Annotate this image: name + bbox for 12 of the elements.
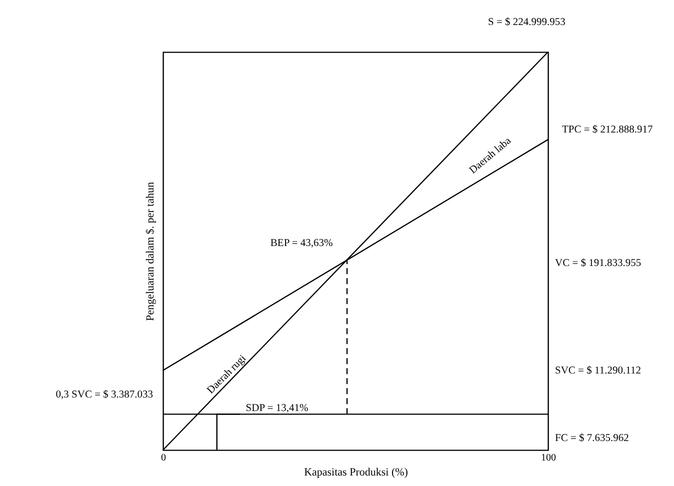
x-tick-label: 0 [161, 452, 166, 464]
text: TPC = $ 212.888.917 [562, 124, 653, 136]
text: S = $ 224.999.953 [488, 17, 566, 28]
text: VC = $ 191.833.955 [555, 258, 642, 269]
x-tick-label: 100 [541, 452, 556, 464]
y-axis-title: Pengeluaran dalam $. per tahun [144, 182, 156, 321]
text: 0,3 SVC = $ 3.387.033 [56, 389, 153, 400]
x-axis-title: Kapasitas Produksi (%) [304, 466, 408, 478]
text: SVC = $ 11.290.112 [555, 365, 641, 376]
text: FC = $ 7.635.962 [555, 433, 629, 444]
annotation: BEP = 43,63% [270, 238, 334, 250]
annotation: SDP = 13,41% [246, 403, 308, 414]
